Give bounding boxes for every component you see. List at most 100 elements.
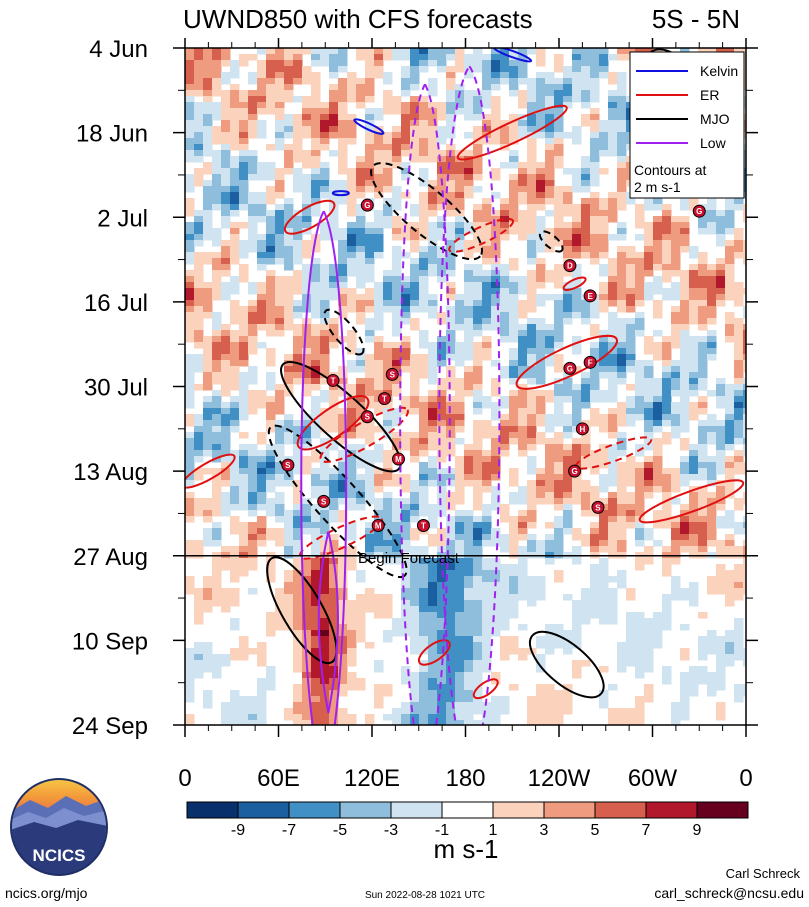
field-cell (266, 570, 276, 577)
field-cell (644, 246, 654, 253)
field-cell (275, 594, 285, 601)
field-cell (428, 678, 438, 685)
field-cell (734, 360, 744, 367)
field-cell (293, 534, 303, 541)
field-cell (599, 282, 609, 289)
field-cell (419, 336, 429, 343)
field-cell (275, 462, 285, 469)
field-cell (419, 144, 429, 151)
field-cell (617, 78, 627, 85)
field-cell (707, 390, 717, 397)
field-cell (608, 54, 618, 61)
field-cell (410, 678, 420, 685)
field-cell (401, 438, 411, 445)
field-cell (428, 564, 438, 571)
field-cell (212, 78, 222, 85)
field-cell (311, 48, 321, 55)
field-cell (194, 60, 204, 67)
field-cell (437, 582, 447, 589)
field-cell (617, 222, 627, 229)
field-cell (491, 318, 501, 325)
field-cell (482, 636, 492, 643)
field-cell (257, 306, 267, 313)
field-cell (428, 504, 438, 511)
field-cell (365, 588, 375, 595)
field-cell (518, 300, 528, 307)
field-cell (491, 216, 501, 223)
field-cell (419, 684, 429, 691)
field-cell (572, 126, 582, 133)
field-cell (347, 348, 357, 355)
field-cell (446, 120, 456, 127)
field-cell (194, 672, 204, 679)
field-cell (428, 636, 438, 643)
field-cell (185, 660, 195, 667)
field-cell (626, 342, 636, 349)
field-cell (347, 612, 357, 619)
field-cell (509, 390, 519, 397)
field-cell (401, 474, 411, 481)
field-cell (725, 570, 735, 577)
field-cell (248, 342, 258, 349)
field-cell (311, 84, 321, 91)
field-cell (437, 252, 447, 259)
field-cell (302, 294, 312, 301)
field-cell (554, 576, 564, 583)
field-cell (689, 684, 699, 691)
field-cell (509, 222, 519, 229)
field-cell (248, 318, 258, 325)
field-cell (509, 348, 519, 355)
field-cell (707, 636, 717, 643)
field-cell (626, 468, 636, 475)
field-cell (500, 54, 510, 61)
field-cell (320, 672, 330, 679)
field-cell (275, 516, 285, 523)
field-cell (563, 84, 573, 91)
field-cell (635, 402, 645, 409)
field-cell (644, 480, 654, 487)
field-cell (653, 264, 663, 271)
field-cell (257, 516, 267, 523)
field-cell (437, 414, 447, 421)
field-cell (446, 66, 456, 73)
field-cell (734, 414, 744, 421)
field-cell (608, 366, 618, 373)
field-cell (680, 282, 690, 289)
field-cell (662, 276, 672, 283)
field-cell (257, 396, 267, 403)
field-cell (338, 498, 348, 505)
field-cell (302, 108, 312, 115)
field-cell (428, 654, 438, 661)
field-cell (356, 576, 366, 583)
field-cell (500, 294, 510, 301)
field-cell (725, 222, 735, 229)
field-cell (680, 534, 690, 541)
field-cell (491, 300, 501, 307)
field-cell (347, 180, 357, 187)
field-cell (266, 216, 276, 223)
field-cell (743, 348, 746, 355)
field-cell (554, 150, 564, 157)
field-cell (554, 438, 564, 445)
field-cell (437, 342, 447, 349)
field-cell (293, 372, 303, 379)
field-cell (581, 156, 591, 163)
field-cell (536, 204, 546, 211)
field-cell (464, 60, 474, 67)
field-cell (509, 60, 519, 67)
field-cell (500, 654, 510, 661)
field-cell (482, 294, 492, 301)
field-cell (482, 450, 492, 457)
field-cell (401, 402, 411, 409)
field-cell (428, 444, 438, 451)
field-cell (401, 354, 411, 361)
field-cell (320, 438, 330, 445)
field-cell (635, 630, 645, 637)
field-cell (482, 276, 492, 283)
field-cell (491, 360, 501, 367)
field-cell (734, 402, 744, 409)
field-cell (212, 654, 222, 661)
field-cell (230, 144, 240, 151)
field-cell (302, 228, 312, 235)
field-cell (617, 648, 627, 655)
